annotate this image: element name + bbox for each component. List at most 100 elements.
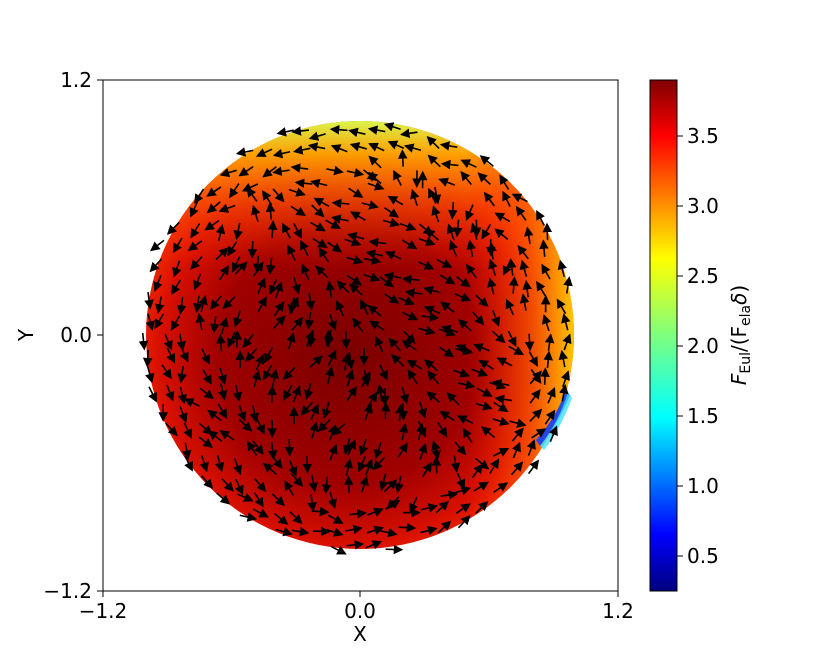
x-tick-label: −1.2 [79, 599, 128, 623]
vector-arrow [492, 330, 506, 344]
vector-arrow [519, 293, 530, 311]
vector-arrow [407, 369, 418, 385]
colorbar-tick-label: 1.5 [687, 404, 719, 428]
vector-arrow [254, 478, 267, 493]
vector-arrow [460, 170, 472, 186]
vector-arrow [476, 387, 493, 397]
vector-arrow [401, 340, 417, 351]
vector-arrow [346, 386, 357, 402]
vector-arrow [310, 178, 328, 189]
vector-arrow [397, 442, 408, 458]
vector-arrow [200, 475, 214, 489]
vector-arrow [345, 524, 363, 535]
vector-arrow [388, 337, 402, 352]
vector-arrow [523, 226, 534, 244]
vector-arrow [218, 203, 236, 213]
vector-arrow [287, 244, 297, 261]
vector-arrow [421, 312, 440, 322]
vector-arrow [324, 329, 334, 348]
vector-arrow [288, 187, 306, 197]
vector-arrow [267, 385, 277, 403]
vector-arrow [272, 166, 290, 177]
vector-arrow [287, 297, 297, 315]
vector-arrow [300, 401, 314, 416]
vector-arrow [264, 347, 273, 364]
vector-arrow [232, 384, 243, 403]
vector-arrow [366, 525, 385, 535]
vector-arrow [418, 325, 436, 336]
vector-arrow [440, 325, 458, 335]
vector-arrow [233, 222, 243, 241]
vector-arrow [453, 486, 471, 496]
vector-arrow [539, 239, 549, 257]
vector-arrow [436, 258, 453, 268]
vector-arrow [384, 251, 402, 260]
vector-arrow [424, 305, 441, 315]
vector-arrow [417, 421, 427, 438]
vector-arrow [418, 442, 428, 460]
vector-arrow [367, 507, 384, 517]
vector-arrow [154, 313, 165, 330]
vector-arrow [509, 418, 527, 428]
colorbar-gradient [649, 79, 678, 592]
vector-arrow [528, 351, 538, 367]
vector-arrow [492, 416, 510, 426]
vector-arrow [391, 354, 405, 367]
vector-arrow [474, 457, 490, 470]
vector-arrow [233, 310, 243, 328]
vector-arrow [383, 271, 402, 282]
disk-cyan-edge [540, 392, 572, 450]
vector-arrow [426, 136, 440, 150]
vector-arrow [215, 247, 229, 261]
vector-arrow [557, 259, 567, 277]
vector-arrow [327, 491, 337, 509]
vector-arrow [265, 202, 276, 220]
vector-arrow [540, 367, 550, 385]
vector-arrow [155, 296, 165, 314]
vector-arrow [291, 126, 310, 136]
vector-arrow [325, 366, 335, 384]
vector-arrow [517, 244, 529, 260]
vector-arrow [290, 205, 306, 217]
vector-arrows [138, 122, 573, 555]
vector-arrow [481, 224, 492, 240]
vector-arrow [148, 386, 157, 403]
vector-arrow [548, 425, 558, 443]
vector-arrow [268, 278, 278, 296]
colorbar-tick-label: 0.5 [687, 544, 719, 568]
vector-arrow [556, 298, 567, 315]
vector-arrow [176, 297, 187, 315]
vector-arrow [420, 525, 438, 536]
vector-arrow [256, 277, 266, 294]
vector-arrow [251, 204, 261, 223]
vector-arrow [308, 474, 319, 493]
vector-arrow [242, 333, 255, 348]
vector-arrow [488, 258, 498, 276]
vector-arrow [369, 320, 385, 331]
vector-arrow [311, 204, 325, 218]
vector-arrow [496, 357, 513, 367]
vector-arrow [349, 508, 367, 519]
vector-arrow [327, 349, 337, 366]
vector-arrow [477, 172, 491, 186]
vector-arrow [349, 283, 363, 296]
vector-arrow [336, 280, 350, 294]
vector-arrow [494, 212, 511, 223]
vector-arrow [418, 236, 436, 247]
vector-arrow [394, 475, 404, 494]
vector-arrow [237, 404, 247, 422]
vector-arrow [348, 187, 364, 198]
vector-arrow [346, 255, 364, 265]
vector-arrow [150, 239, 165, 252]
vector-arrow [145, 366, 155, 384]
y-tick-label: 0.0 [60, 323, 92, 347]
vector-arrow [529, 389, 541, 404]
vector-arrow [210, 315, 220, 334]
vector-arrow [346, 274, 363, 286]
vector-arrow [304, 382, 314, 400]
vector-arrow [454, 441, 467, 456]
vector-arrow [262, 364, 273, 381]
vector-arrow [374, 335, 384, 353]
vector-arrow [380, 527, 398, 538]
vector-arrow [177, 365, 187, 384]
